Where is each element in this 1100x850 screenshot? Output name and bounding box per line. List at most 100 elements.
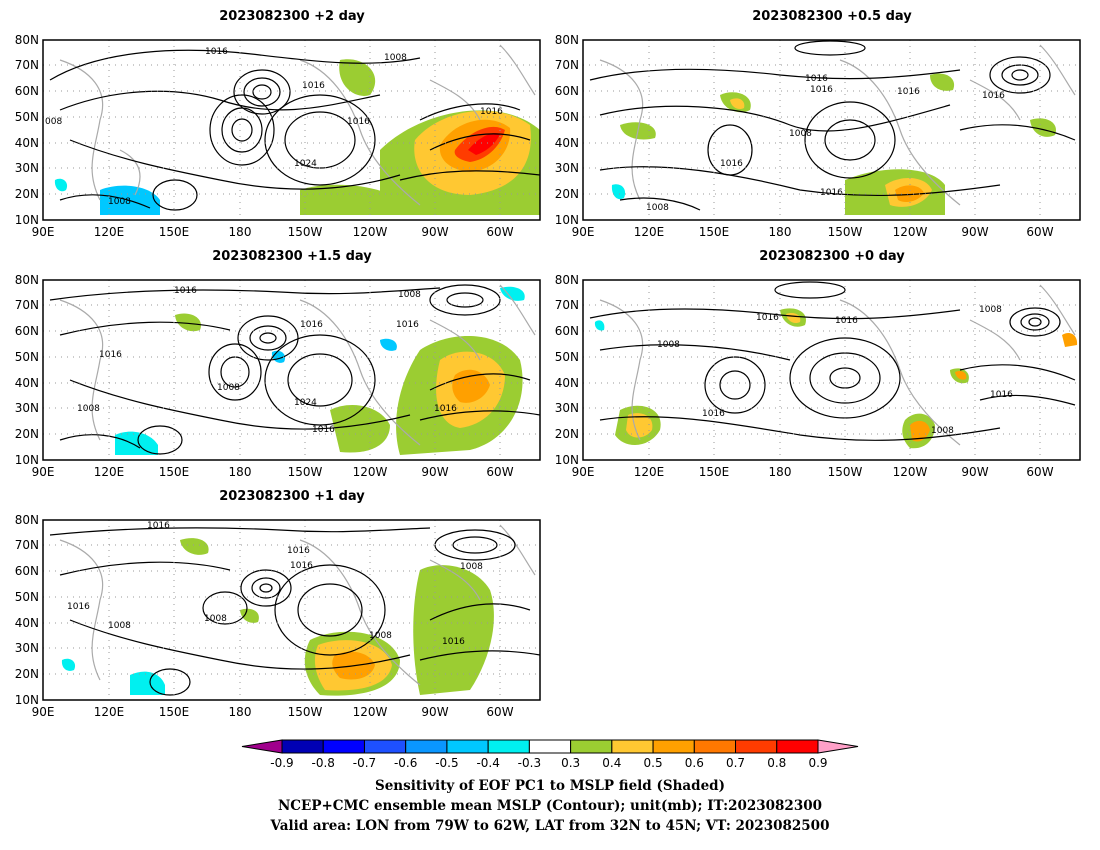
svg-text:120W: 120W (353, 705, 388, 719)
svg-text:1016: 1016 (99, 350, 122, 360)
svg-text:30N: 30N (15, 401, 39, 415)
caption-line-2: NCEP+CMC ensemble mean MSLP (Contour); u… (278, 798, 822, 814)
svg-text:1008: 1008 (398, 290, 421, 300)
svg-text:50N: 50N (15, 590, 39, 604)
panel-title: 2023082300 +2 day (219, 9, 365, 24)
svg-text:1024: 1024 (294, 159, 317, 169)
svg-text:120E: 120E (634, 225, 665, 239)
svg-text:1008: 1008 (979, 305, 1002, 315)
gridlines (43, 280, 540, 460)
svg-text:120W: 120W (893, 225, 928, 239)
colorbar-swatch (405, 739, 448, 754)
colorbar-label: 0.8 (767, 756, 786, 770)
colorbar-label: 0.7 (726, 756, 745, 770)
svg-text:1008: 1008 (369, 631, 392, 641)
svg-text:40N: 40N (15, 616, 39, 630)
panel-plus-0-day: 2023082300 +0 day (555, 249, 1081, 479)
coastlines (599, 44, 1076, 206)
svg-text:1016: 1016 (205, 47, 228, 57)
map-frame (582, 39, 1081, 221)
lon-axis: 90E 120E 150E 180 150W 120W 90W 60W (32, 465, 514, 479)
panel-plus-0-5-day: 2023082300 +0.5 day (555, 9, 1081, 239)
svg-text:20N: 20N (555, 187, 579, 201)
colorbar-swatch (611, 739, 654, 754)
svg-text:10N: 10N (555, 213, 579, 227)
svg-text:150E: 150E (699, 225, 730, 239)
svg-text:90W: 90W (961, 225, 988, 239)
svg-text:1016: 1016 (67, 602, 90, 612)
svg-text:120W: 120W (893, 465, 928, 479)
svg-text:1008: 1008 (460, 562, 483, 572)
map-frame (582, 279, 1081, 461)
svg-text:1016: 1016 (982, 91, 1005, 101)
svg-text:90E: 90E (572, 465, 595, 479)
colorbar-label: 0.9 (808, 756, 827, 770)
colorbar-label: 0.6 (685, 756, 704, 770)
svg-text:1008: 1008 (646, 203, 669, 213)
svg-text:60W: 60W (486, 705, 513, 719)
svg-text:60N: 60N (15, 564, 39, 578)
lat-axis: 10N 20N 30N 40N 50N 60N 70N 80N (15, 33, 39, 227)
panel-title: 2023082300 +0.5 day (752, 9, 912, 24)
svg-text:1016: 1016 (287, 546, 310, 556)
svg-text:40N: 40N (15, 376, 39, 390)
svg-text:90E: 90E (32, 465, 55, 479)
colorbar-label: 0.4 (602, 756, 621, 770)
panel-title: 2023082300 +1.5 day (212, 249, 372, 264)
svg-text:180: 180 (229, 465, 252, 479)
map-frame (42, 519, 541, 701)
svg-text:150W: 150W (288, 465, 323, 479)
colorbar-label: -0.4 (476, 756, 499, 770)
colorbar-swatch (528, 739, 572, 754)
svg-text:1016: 1016 (480, 107, 503, 117)
panel-plus-2-day: 2023082300 +2 day (15, 9, 541, 239)
svg-text:120E: 120E (94, 225, 125, 239)
svg-text:60W: 60W (1026, 465, 1053, 479)
colorbar-label: -0.6 (394, 756, 417, 770)
svg-text:30N: 30N (15, 641, 39, 655)
colorbar: -0.9 -0.8 -0.7 -0.6 -0.5 -0.4 -0.3 0.3 0.4 0.5 0.6… (241, 739, 859, 770)
svg-text:20N: 20N (15, 427, 39, 441)
svg-text:1016: 1016 (990, 390, 1013, 400)
colorbar-swatch (735, 739, 778, 754)
svg-text:1024: 1024 (294, 398, 317, 408)
contours (589, 40, 1076, 211)
colorbar-swatch (446, 739, 489, 754)
colorbar-label: -0.8 (312, 756, 335, 770)
svg-text:1008: 1008 (204, 614, 227, 624)
svg-text:90W: 90W (421, 225, 448, 239)
lat-axis: 10N 20N 30N 40N 50N 60N 70N 80N (15, 273, 39, 467)
svg-text:1008: 1008 (657, 340, 680, 350)
svg-text:1016: 1016 (835, 316, 858, 326)
svg-text:1016: 1016 (720, 159, 743, 169)
svg-text:40N: 40N (555, 376, 579, 390)
colorbar-max-arrow (817, 739, 859, 754)
svg-text:1008: 1008 (931, 426, 954, 436)
svg-text:90W: 90W (421, 705, 448, 719)
panel-plus-1-5-day: 2023082300 +1.5 day (15, 249, 541, 479)
svg-text:1016: 1016 (174, 286, 197, 296)
svg-text:1008: 1008 (789, 129, 812, 139)
svg-text:1016: 1016 (290, 561, 313, 571)
svg-text:50N: 50N (555, 110, 579, 124)
svg-text:70N: 70N (15, 58, 39, 72)
colorbar-swatch (693, 739, 737, 754)
svg-text:1016: 1016 (312, 425, 335, 435)
svg-text:10N: 10N (555, 453, 579, 467)
coastlines (59, 284, 536, 446)
svg-text:150W: 150W (288, 705, 323, 719)
svg-text:150W: 150W (828, 465, 863, 479)
svg-text:150E: 150E (699, 465, 730, 479)
svg-text:1016: 1016 (756, 313, 779, 323)
svg-text:50N: 50N (15, 110, 39, 124)
svg-text:80N: 80N (15, 273, 39, 287)
svg-text:1016: 1016 (897, 87, 920, 97)
svg-text:1008: 1008 (108, 621, 131, 631)
sensitivity-shading (115, 286, 525, 455)
svg-text:120E: 120E (94, 465, 125, 479)
colorbar-swatch (281, 739, 324, 754)
colorbar-label: 0.5 (644, 756, 663, 770)
svg-text:120E: 120E (94, 705, 125, 719)
svg-text:1016: 1016 (147, 521, 170, 531)
panel-plus-1-day: 2023082300 +1 day (15, 489, 541, 719)
